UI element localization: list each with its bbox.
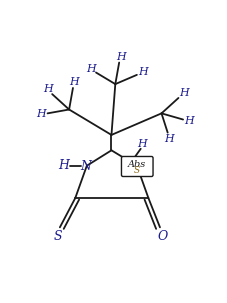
Text: O: O: [156, 230, 167, 243]
Text: S: S: [54, 230, 62, 243]
Text: H: H: [58, 159, 69, 172]
Text: H: H: [36, 109, 46, 119]
Text: H: H: [85, 64, 95, 74]
Text: H: H: [164, 134, 173, 144]
Text: H: H: [184, 116, 193, 126]
Text: N: N: [80, 160, 91, 173]
Text: H: H: [42, 85, 52, 95]
Text: H: H: [137, 139, 146, 149]
Text: Abs: Abs: [128, 160, 146, 169]
Text: H: H: [115, 52, 125, 62]
Text: H: H: [138, 67, 147, 77]
Text: S: S: [134, 166, 140, 175]
Text: H: H: [178, 88, 188, 98]
FancyBboxPatch shape: [121, 156, 152, 177]
Text: H: H: [69, 77, 78, 87]
